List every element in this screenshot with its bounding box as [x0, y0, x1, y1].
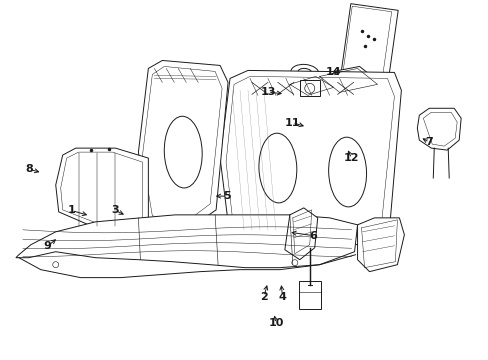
- Text: 4: 4: [278, 292, 286, 302]
- Text: 14: 14: [325, 67, 341, 77]
- Text: 5: 5: [223, 191, 231, 201]
- Text: 11: 11: [284, 118, 299, 128]
- Text: 3: 3: [111, 206, 119, 216]
- Ellipse shape: [297, 68, 311, 76]
- Ellipse shape: [53, 262, 59, 268]
- Text: 10: 10: [268, 319, 283, 328]
- Polygon shape: [299, 80, 319, 96]
- Polygon shape: [220, 71, 401, 245]
- Text: 6: 6: [308, 231, 316, 240]
- Text: 1: 1: [67, 206, 75, 216]
- Polygon shape: [314, 67, 379, 102]
- Polygon shape: [416, 108, 460, 150]
- Text: 13: 13: [260, 87, 275, 97]
- Ellipse shape: [304, 84, 314, 93]
- Polygon shape: [298, 280, 320, 309]
- Polygon shape: [285, 208, 317, 260]
- Text: 8: 8: [25, 164, 33, 174]
- Polygon shape: [56, 148, 148, 232]
- Ellipse shape: [291, 260, 297, 266]
- Text: 7: 7: [425, 138, 432, 147]
- Ellipse shape: [290, 64, 318, 80]
- Ellipse shape: [290, 86, 304, 94]
- Polygon shape: [340, 4, 397, 81]
- Text: 12: 12: [343, 153, 359, 163]
- Polygon shape: [138, 60, 227, 228]
- Polygon shape: [357, 218, 404, 272]
- Text: 2: 2: [260, 292, 267, 302]
- Ellipse shape: [258, 133, 296, 203]
- Ellipse shape: [328, 137, 366, 207]
- Ellipse shape: [164, 116, 202, 188]
- Polygon shape: [277, 75, 337, 108]
- Text: 9: 9: [43, 241, 51, 251]
- Polygon shape: [16, 215, 357, 268]
